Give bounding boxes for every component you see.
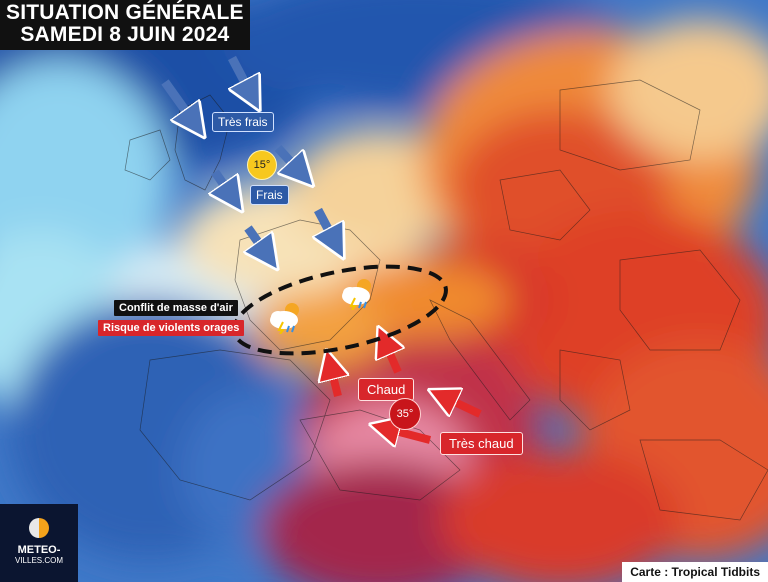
title-line-2: SAMEDI 8 JUIN 2024 (20, 23, 230, 46)
cool-arrows (161, 55, 336, 256)
cool-arrow-icon (232, 55, 252, 96)
hot-arrow-icon (384, 428, 432, 440)
conflit-label: Conflit de masse d'air (114, 300, 238, 316)
cool-arrow-icon (274, 144, 302, 174)
temp-badge-hot: 35° (389, 398, 421, 430)
hot-arrow-icon (442, 396, 482, 418)
logo-name: METEO- (17, 544, 61, 556)
temp-badge-cool: 15° (247, 150, 277, 180)
title-line-1: SITUATION GÉNÉRALE (6, 1, 244, 24)
hot-arrow-icon (384, 340, 398, 374)
thunderstorm-icon (270, 303, 299, 334)
tres-chaud-label: Très chaud (440, 432, 523, 455)
frais-label: Frais (250, 185, 289, 205)
tres-frais-label: Très frais (212, 112, 274, 132)
hot-arrow-icon (330, 364, 338, 397)
title-banner: SITUATION GÉNÉRALE SAMEDI 8 JUIN 2024 (0, 0, 250, 50)
risque-label: Risque de violents orages (98, 320, 245, 336)
cool-arrow-icon (248, 225, 268, 256)
cool-arrow-icon (161, 79, 195, 124)
cool-arrow-icon (215, 169, 233, 198)
thunderstorm-icon (342, 279, 371, 310)
cool-arrow-icon (318, 207, 336, 244)
logo-sub: VILLES.COM (14, 556, 63, 565)
hot-arrows (330, 340, 482, 440)
chaud-label: Chaud (358, 378, 415, 401)
meteo-villes-logo: METEO- VILLES.COM (0, 504, 78, 582)
map-credit: Carte : Tropical Tidbits (622, 562, 768, 582)
logo-icon (29, 518, 49, 538)
